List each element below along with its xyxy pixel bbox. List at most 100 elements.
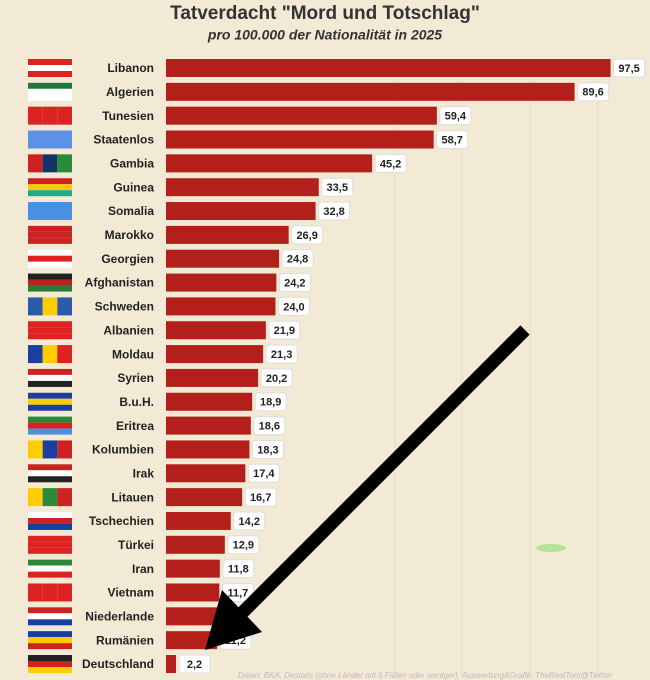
value-label-box (253, 416, 286, 436)
value-label: 18,6 (259, 421, 280, 433)
bar (166, 655, 177, 673)
flag-stripe (28, 428, 72, 435)
value-label-box (577, 82, 610, 102)
value-label-box (613, 58, 646, 78)
bar (166, 82, 575, 101)
value-label-box (251, 439, 284, 459)
flag-stripe (28, 470, 72, 477)
category-label: Eritrea (116, 419, 154, 433)
flag-stripe (57, 345, 72, 364)
value-label: 2,2 (187, 659, 202, 671)
flag-stripe (28, 523, 72, 530)
value-label: 59,4 (445, 111, 467, 123)
flag-stripe (28, 535, 72, 542)
value-label: 26,9 (296, 230, 317, 242)
flag-stripe (28, 178, 72, 185)
flag-stripe (28, 511, 72, 518)
value-label: 20,2 (266, 373, 287, 385)
flag-stripe (28, 559, 72, 566)
flag-stripe (28, 416, 72, 423)
value-label-box (318, 201, 351, 221)
flag-stripe (28, 297, 43, 316)
arrow-shaft (235, 325, 530, 620)
flag-stripe (28, 333, 72, 340)
value-label-box (247, 463, 280, 483)
flag-stripe (57, 154, 72, 173)
value-label: 17,4 (253, 468, 275, 480)
value-label: 14,2 (239, 516, 260, 528)
flag-stripe (28, 130, 72, 137)
flag-stripe (28, 65, 72, 71)
flag-stripe (28, 249, 72, 256)
bar (166, 416, 251, 435)
category-label: Afghanistan (85, 276, 154, 290)
category-label: Tunesien (102, 109, 154, 123)
flag-stripe (28, 142, 72, 149)
bar (166, 440, 250, 459)
flag-stripe (28, 71, 72, 77)
bar (166, 583, 220, 602)
flag-stripe (28, 184, 72, 191)
flag-stripe (28, 380, 72, 387)
flag-stripe (28, 285, 72, 292)
value-label: 33,5 (327, 182, 348, 194)
value-label: 24,0 (283, 301, 304, 313)
category-label: Libanon (107, 61, 154, 75)
value-label-box (277, 296, 310, 316)
flag-stripe (28, 231, 72, 238)
category-label: Schweden (95, 300, 154, 314)
flag-stripe (28, 619, 72, 626)
bar (166, 488, 243, 507)
flag-stripe (28, 613, 72, 620)
flag-stripe (28, 88, 72, 95)
flag-stripe (28, 637, 72, 644)
flag-stripe (28, 655, 72, 661)
flag-stripe (28, 82, 72, 89)
flag-stripe (28, 476, 72, 483)
flag-stripe (28, 321, 72, 328)
flag-stripe (28, 261, 72, 268)
flag-stripe (28, 327, 72, 334)
value-label-box (227, 535, 260, 555)
value-label-box (374, 153, 407, 173)
value-label-box (321, 177, 354, 197)
flag-stripe (28, 517, 72, 524)
plot: Libanon 97,5 Algerien 89,6 Tunesien 59,4 Staat… (28, 55, 646, 675)
arrow-head (205, 590, 262, 650)
flag-stripe (28, 255, 72, 262)
bar (166, 249, 280, 268)
flag-stripe (28, 202, 72, 209)
value-label: 21,3 (271, 349, 292, 361)
value-label-box (254, 392, 287, 412)
chart-title: Tatverdacht "Mord und Totschlag" (170, 3, 480, 24)
smudge (536, 544, 566, 552)
bar (166, 59, 611, 77)
bar (166, 368, 259, 387)
value-label-box (439, 106, 472, 126)
flag-stripe (42, 154, 58, 173)
bar (166, 535, 225, 554)
flag-stripe (42, 440, 58, 459)
flag-stripe (42, 106, 58, 125)
flag-stripe (28, 583, 43, 602)
bar (166, 130, 434, 149)
value-label: 11,7 (227, 587, 248, 599)
flag-stripe (28, 368, 72, 375)
value-label-box (233, 511, 266, 531)
category-label: Staatenlos (93, 133, 154, 147)
flag-stripe (28, 661, 72, 667)
flag-stripe (28, 565, 72, 572)
value-label: 97,5 (618, 63, 639, 75)
value-label-box (244, 487, 277, 507)
flag-stripe (28, 392, 72, 399)
flag-stripe (57, 106, 72, 125)
flag-stripe (42, 297, 58, 316)
bar (166, 321, 266, 340)
flag-stripe (42, 583, 58, 602)
bar (166, 511, 231, 530)
bar (166, 297, 276, 316)
bar (166, 345, 264, 364)
category-label: Georgien (101, 252, 154, 266)
flag-stripe (28, 190, 72, 197)
